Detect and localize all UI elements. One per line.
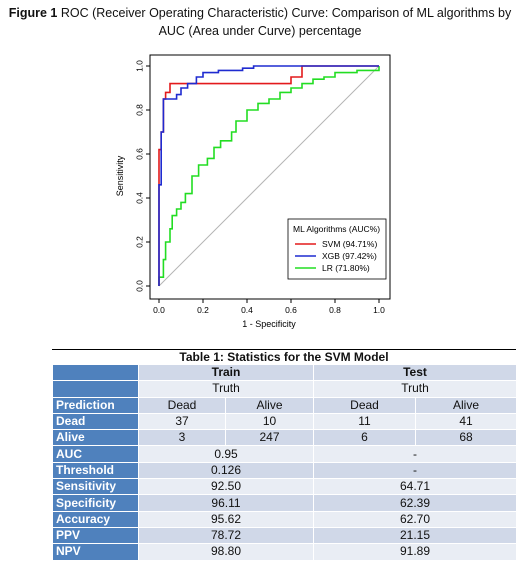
train-truth-label: Truth [138, 380, 314, 398]
table-cell: 98.80 [138, 543, 314, 561]
x-tick-label: 0.4 [241, 305, 253, 315]
table-cell: 64.71 [312, 478, 518, 496]
x-axis: 0.0 0.2 0.4 0.6 0.8 1.0 [153, 298, 385, 315]
table-row: PPV 78.72 21.15 [52, 526, 518, 545]
y-axis-label: Sensitivity [115, 155, 125, 196]
legend-box [287, 218, 387, 280]
table-row: Threshold 0.126 - [52, 461, 518, 480]
table-cell: 3 [138, 429, 226, 447]
table-title: Table 1: Statistics for the SVM Model [52, 349, 516, 364]
table-corner-cell [52, 380, 139, 398]
table-cell: 6 [313, 429, 416, 447]
table-cell: 62.39 [312, 494, 518, 512]
test-truth-label: Truth [312, 380, 518, 398]
x-tick-label: 0.6 [285, 305, 297, 315]
table-corner-cell [52, 363, 139, 382]
group-header-row: Train Test [52, 363, 518, 382]
table-cell: 21.15 [312, 526, 518, 545]
table-cell: 95.62 [138, 510, 314, 528]
table-cell: 0.95 [138, 445, 314, 463]
table-cell: 78.72 [138, 526, 314, 545]
y-tick-label: 0.4 [134, 192, 144, 204]
row-label: Alive [52, 429, 139, 447]
table-cell: - [312, 461, 518, 480]
row-label: Dead [52, 412, 139, 431]
table-row: Specificity 96.11 62.39 [52, 494, 518, 512]
y-axis: 0.0 0.2 0.4 0.6 0.8 1.0 [134, 60, 151, 292]
x-axis-label: 1 - Specificity [242, 319, 296, 329]
test-header: Test [312, 363, 518, 382]
y-tick-label: 1.0 [134, 60, 144, 72]
row-label: Accuracy [52, 510, 139, 528]
roc-curve-lr [158, 66, 380, 286]
truth-header-row: Truth Truth [52, 380, 518, 398]
x-tick-label: 0.8 [329, 305, 341, 315]
x-tick-label: 0.2 [197, 305, 209, 315]
legend-entry: LR (71.80%) [322, 263, 370, 273]
table-row: Dead 37 10 11 41 [52, 412, 518, 431]
row-label: NPV [52, 543, 139, 561]
table-cell: 37 [138, 412, 226, 431]
y-tick-label: 0.8 [134, 104, 144, 116]
table-cell: 0.126 [138, 461, 314, 480]
roc-chart: 0.0 0.2 0.4 0.6 0.8 1.0 0.0 0.2 0.4 0.6 0.8 1.0 1 … [115, 54, 391, 329]
legend-title: ML Algorithms (AUC%) [293, 224, 380, 234]
row-label: Sensitivity [52, 478, 139, 496]
table-cell: 10 [225, 412, 314, 431]
x-tick-label: 1.0 [373, 305, 385, 315]
table-cell: 62.70 [312, 510, 518, 528]
table-cell: 68 [414, 429, 518, 447]
y-tick-label: 0.2 [134, 236, 144, 248]
table-row: AUC 0.95 - [52, 445, 518, 463]
stats-table: Train Test Truth Truth Prediction Dead A… [52, 363, 518, 561]
table-cell: 91.89 [312, 543, 518, 561]
y-tick-label: 0.0 [134, 280, 144, 292]
table-cell: 96.11 [138, 494, 314, 512]
svm-statistics-table: Table 1: Statistics for the SVM Model Tr… [52, 349, 518, 561]
x-tick-label: 0.0 [153, 305, 165, 315]
figure-caption: Figure 1 ROC (Receiver Operating Charact… [0, 4, 520, 40]
table-cell: 11 [313, 412, 416, 431]
train-header: Train [138, 363, 314, 382]
test-class-dead: Dead [313, 396, 416, 414]
row-label: Threshold [52, 461, 139, 480]
train-class-dead: Dead [138, 396, 226, 414]
table-row: Accuracy 95.62 62.70 [52, 510, 518, 528]
table-row: Alive 3 247 6 68 [52, 429, 518, 447]
roc-curve-xgb [158, 65, 379, 286]
row-label: AUC [52, 445, 139, 463]
row-label: PPV [52, 526, 139, 545]
test-class-alive: Alive [414, 396, 518, 414]
roc-curves [158, 65, 380, 286]
y-tick-label: 0.6 [134, 148, 144, 160]
train-class-alive: Alive [225, 396, 314, 414]
legend: ML Algorithms (AUC%) SVM (94.71%) XGB (97… [287, 218, 387, 280]
reference-diagonal [158, 65, 380, 287]
table-cell: 247 [225, 429, 314, 447]
row-label: Specificity [52, 494, 139, 512]
figure-title: ROC (Receiver Operating Characteristic) … [60, 6, 512, 38]
legend-entry: XGB (97.42%) [322, 251, 377, 261]
table-cell: 92.50 [138, 478, 314, 496]
table-row: NPV 98.80 91.89 [52, 543, 518, 561]
figure-label: Figure 1 [8, 6, 58, 20]
prediction-label: Prediction [52, 396, 139, 414]
table-cell: - [312, 445, 518, 463]
class-header-row: Prediction Dead Alive Dead Alive [52, 396, 518, 414]
table-cell: 41 [414, 412, 518, 431]
legend-entry: SVM (94.71%) [322, 239, 377, 249]
table-row: Sensitivity 92.50 64.71 [52, 478, 518, 496]
